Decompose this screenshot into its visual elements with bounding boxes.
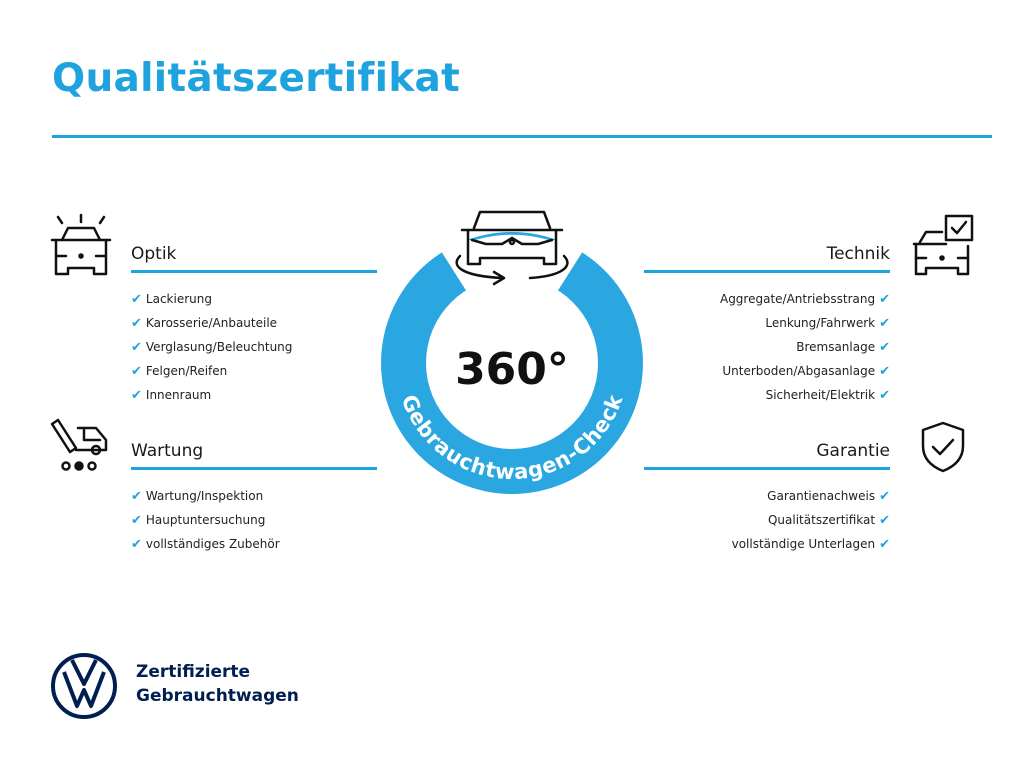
- check-icon: ✔: [879, 388, 890, 403]
- check-icon: ✔: [131, 364, 142, 379]
- ring-text-char: t: [483, 457, 498, 483]
- item-label: Felgen/Reifen: [145, 364, 228, 378]
- list-item: ✔ Hauptuntersuchung: [131, 508, 377, 532]
- vw-logo: [51, 653, 117, 719]
- list-item: vollständige Unterlagen ✔: [644, 532, 890, 556]
- list-item: Unterboden/Abgasanlage ✔: [644, 359, 890, 383]
- list-item: ✔ Verglasung/Beleuchtung: [131, 335, 377, 359]
- item-label: Karosserie/Anbauteile: [145, 316, 278, 330]
- 360-label: 360°: [455, 344, 569, 395]
- list-item: Aggregate/Antriebsstrang ✔: [644, 287, 890, 311]
- item-label: Sicherheit/Elektrik: [765, 388, 876, 402]
- item-label: Wartung/Inspektion: [145, 489, 264, 503]
- car-lights-icon: [50, 213, 112, 276]
- ring-text-char: a: [513, 459, 529, 484]
- item-label: Bremsanlage: [796, 340, 876, 354]
- section-heading: Optik: [131, 244, 377, 273]
- check-icon: ✔: [131, 513, 142, 528]
- check-icon: ✔: [879, 489, 890, 504]
- item-label: vollständiges Zubehör: [145, 537, 280, 551]
- page-title: Qualitätszertifikat: [52, 56, 461, 101]
- list-item: ✔ Innenraum: [131, 383, 377, 407]
- check-icon: ✔: [131, 388, 142, 403]
- list-item: Bremsanlage ✔: [644, 335, 890, 359]
- check-icon: ✔: [879, 513, 890, 528]
- check-icon: ✔: [879, 340, 890, 355]
- check-icon: ✔: [131, 340, 142, 355]
- check-icon: ✔: [131, 316, 142, 331]
- section-optik: Optik ✔ Lackierung ✔ Karosserie/Anbauteile…: [131, 244, 377, 407]
- item-label: Aggregate/Antriebsstrang: [719, 292, 876, 306]
- section-heading: Garantie: [644, 441, 890, 470]
- item-label: Innenraum: [145, 388, 212, 402]
- item-label: Unterboden/Abgasanlage: [722, 364, 876, 378]
- ring-text-char: w: [494, 459, 515, 484]
- check-icon: ✔: [131, 537, 142, 552]
- check-icon: ✔: [879, 537, 890, 552]
- shield-check-icon: [921, 421, 965, 473]
- section-heading: Technik: [644, 244, 890, 273]
- list-item: ✔ Karosserie/Anbauteile: [131, 311, 377, 335]
- ring-text-char: h: [468, 453, 490, 480]
- check-icon: ✔: [879, 292, 890, 307]
- list-item: Lenkung/Fahrwerk ✔: [644, 311, 890, 335]
- item-label: vollständige Unterlagen: [731, 537, 876, 551]
- list-item: ✔ Felgen/Reifen: [131, 359, 377, 383]
- ring-text-char: g: [525, 456, 545, 483]
- item-label: Garantienachweis: [767, 489, 876, 503]
- item-label: Hauptuntersuchung: [145, 513, 266, 527]
- brand-line-1: Zertifizierte: [136, 662, 251, 682]
- list-item: Sicherheit/Elektrik ✔: [644, 383, 890, 407]
- item-label: Qualitätszertifikat: [767, 513, 876, 527]
- check-icon: ✔: [879, 364, 890, 379]
- title-divider: [52, 135, 992, 138]
- section-wartung: Wartung ✔ Wartung/Inspektion ✔ Hauptunters…: [131, 441, 377, 556]
- section-garantie: Garantie Garantienachweis ✔ Qualitätszert…: [644, 441, 890, 556]
- brand-line-2: Gebrauchtwagen: [136, 686, 299, 706]
- list-item: Qualitätszertifikat ✔: [644, 508, 890, 532]
- section-heading: Wartung: [131, 441, 377, 470]
- section-technik: Technik Aggregate/Antriebsstrang ✔ Lenkun…: [644, 244, 890, 407]
- check-icon: ✔: [131, 489, 142, 504]
- list-item: Garantienachweis ✔: [644, 484, 890, 508]
- list-item: ✔ Wartung/Inspektion: [131, 484, 377, 508]
- list-item: ✔ vollständiges Zubehör: [131, 532, 377, 556]
- check-icon: ✔: [131, 292, 142, 307]
- car-rotate-icon: [455, 210, 569, 286]
- item-label: Lackierung: [145, 292, 212, 306]
- check-icon: ✔: [879, 316, 890, 331]
- car-checklist-icon: [912, 214, 974, 276]
- item-label: Verglasung/Beleuchtung: [145, 340, 293, 354]
- brand-text: Zertifizierte Gebrauchtwagen: [136, 660, 299, 708]
- car-service-icon: [50, 418, 108, 471]
- item-label: Lenkung/Fahrwerk: [765, 316, 876, 330]
- list-item: ✔ Lackierung: [131, 287, 377, 311]
